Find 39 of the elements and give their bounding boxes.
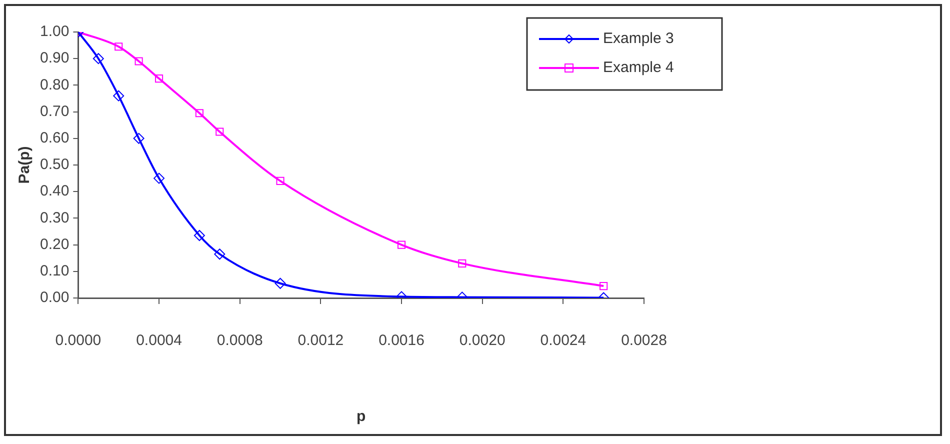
y-tick-label: 0.20 [40,236,70,253]
point [600,282,608,290]
point [133,132,144,144]
x-tick-label: 0.0020 [459,332,506,350]
point [154,74,164,83]
x-tick-label: 0.0016 [378,332,424,350]
y-tick-label: 0.30 [40,209,70,226]
x-axis-title: p [356,408,366,426]
legend-label: Example 4 [603,59,674,76]
x-tick-label: 0.0028 [621,332,667,350]
y-tick-label: 0.70 [40,102,70,120]
x-tick-label: 0.0008 [216,332,263,350]
point [154,172,165,184]
y-tick-label: 0.80 [40,76,70,94]
y-tick-label: 0.00 [40,289,70,306]
y-tick-label: 0.10 [40,262,70,280]
point [274,278,286,289]
point [92,53,104,64]
x-tick-label: 0.0012 [298,332,344,350]
y-tick-label: 1.00 [40,23,70,40]
point [195,109,204,118]
point [397,240,406,249]
legend-label: Example 3 [603,30,674,48]
point [214,248,226,260]
point [113,90,124,102]
x-tick-label: 0.0024 [540,332,586,350]
x-tick-label: 0.0000 [55,332,102,350]
point [458,259,466,268]
y-tick-label: 0.60 [40,130,70,147]
x-tick-label: 0.0004 [136,332,182,350]
y-tick-label: 0.90 [40,50,70,67]
point [216,128,224,136]
point [276,176,284,185]
point [194,230,205,241]
y-axis-title: Pa(p) [16,146,34,184]
point [114,42,123,51]
y-tick-label: 0.50 [40,156,70,174]
point [134,57,143,66]
y-tick-label: 0.40 [40,182,70,200]
